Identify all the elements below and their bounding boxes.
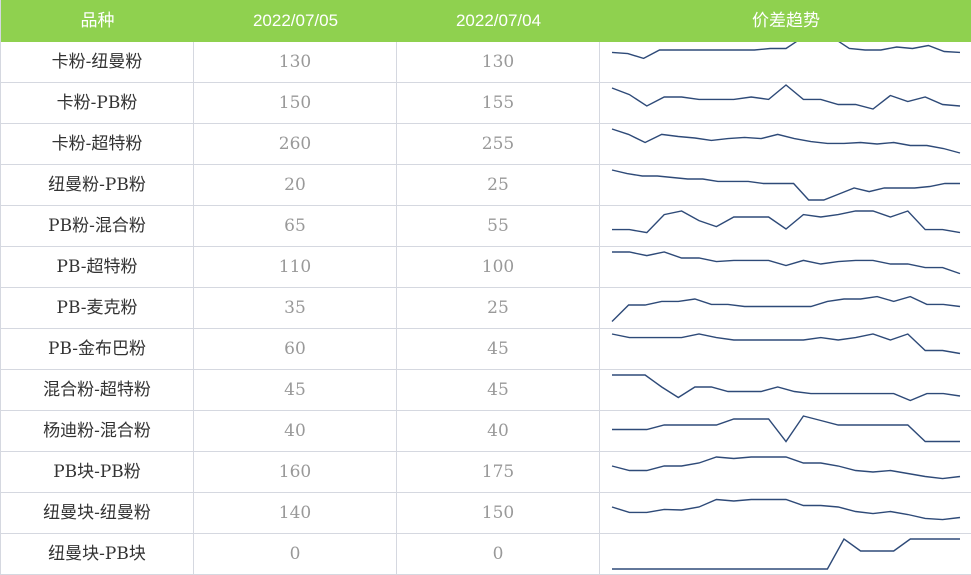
sparkline-line [612,251,961,275]
value-date-1: 130 [194,42,397,82]
variety-name: 卡粉-纽曼粉 [1,42,194,82]
header-variety: 品种 [80,11,115,31]
trend-sparkline [612,537,960,570]
value-date-2: 255 [397,124,600,164]
variety-name: 卡粉-PB粉 [1,83,194,123]
table-row: 纽曼块-纽曼粉 140 150 [1,493,971,534]
trend-sparkline [611,456,961,480]
trend-sparkline-cell [600,329,971,369]
sparkline-line [612,537,960,570]
table-header: 品种 2022/07/05 2022/07/04 价差趋势 [1,0,971,42]
value-date-2: 45 [397,370,600,410]
value-date-1: 140 [194,493,397,533]
trend-sparkline [612,374,961,402]
sparkline-line [611,128,961,154]
trend-sparkline-cell [600,124,971,164]
sparkline-line [611,456,961,480]
value-date-1: 60 [194,329,397,369]
trend-sparkline [611,128,961,154]
sparkline-line [612,415,960,443]
table-row: 纽曼块-PB块 0 0 [1,534,971,575]
table-row: PB-金布巴粉 60 45 [1,329,971,370]
value-date-2: 0 [397,534,600,574]
trend-sparkline-cell [600,165,971,205]
variety-name: 纽曼块-PB块 [1,534,194,574]
value-date-1: 35 [194,288,397,328]
header-date-2: 2022/07/04 [455,11,542,30]
trend-sparkline [612,251,961,275]
trend-sparkline-cell [600,83,971,123]
value-date-1: 150 [194,83,397,123]
trend-sparkline [612,415,960,443]
variety-name: PB粉-混合粉 [1,206,194,246]
trend-sparkline-cell [600,452,971,492]
sparkline-line [611,333,961,355]
header-date-1: 2022/07/05 [252,11,339,30]
trend-sparkline [611,42,961,60]
variety-name: 杨迪粉-混合粉 [1,411,194,451]
table-row: PB粉-混合粉 65 55 [1,206,971,247]
trend-sparkline-cell [600,206,971,246]
trend-sparkline [611,498,961,521]
trend-sparkline [611,333,961,355]
value-date-2: 40 [397,411,600,451]
header-trend: 价差趋势 [752,11,820,31]
table-row: 卡粉-PB粉 150 155 [1,83,971,124]
sparkline-line [611,295,961,322]
table-row: 卡粉-超特粉 260 255 [1,124,971,165]
sparkline-line [611,169,960,201]
variety-name: PB块-PB粉 [1,452,194,492]
trend-sparkline [611,84,961,110]
trend-sparkline-cell [600,534,971,574]
table-row: 卡粉-纽曼粉 130 130 [1,42,971,83]
value-date-2: 25 [397,288,600,328]
sparkline-line [612,210,961,234]
value-date-1: 40 [194,411,397,451]
value-date-1: 0 [194,534,397,574]
variety-name: 卡粉-超特粉 [1,124,194,164]
sparkline-line [611,84,961,110]
trend-sparkline-cell [600,288,971,328]
trend-sparkline-cell [600,411,971,451]
value-date-1: 45 [194,370,397,410]
value-date-2: 25 [397,165,600,205]
value-date-2: 175 [397,452,600,492]
variety-name: PB-超特粉 [1,247,194,287]
variety-name: PB-麦克粉 [1,288,194,328]
variety-name: PB-金布巴粉 [1,329,194,369]
value-date-2: 100 [397,247,600,287]
value-date-1: 260 [194,124,397,164]
sparkline-line [611,498,961,521]
sparkline-line [612,374,961,402]
variety-name: 纽曼块-纽曼粉 [1,493,194,533]
value-date-1: 20 [194,165,397,205]
table-row: PB-麦克粉 35 25 [1,288,971,329]
table-row: 混合粉-超特粉 45 45 [1,370,971,411]
trend-sparkline [611,169,960,201]
trend-sparkline-cell [600,370,971,410]
value-date-1: 110 [194,247,397,287]
value-date-2: 55 [397,206,600,246]
trend-sparkline-cell [600,247,971,287]
trend-sparkline-cell [600,42,971,82]
table-row: 纽曼粉-PB粉 20 25 [1,165,971,206]
trend-sparkline [612,210,961,234]
trend-sparkline-cell [600,493,971,533]
variety-name: 纽曼粉-PB粉 [1,165,194,205]
table-row: PB块-PB粉 160 175 [1,452,971,493]
value-date-1: 160 [194,452,397,492]
value-date-2: 45 [397,329,600,369]
value-date-1: 65 [194,206,397,246]
trend-sparkline [611,295,961,322]
table-row: PB-超特粉 110 100 [1,247,971,288]
value-date-2: 155 [397,83,600,123]
variety-name: 混合粉-超特粉 [1,370,194,410]
table-row: 杨迪粉-混合粉 40 40 [1,411,971,452]
value-date-2: 150 [397,493,600,533]
sparkline-line [611,42,961,60]
value-date-2: 130 [397,42,600,82]
